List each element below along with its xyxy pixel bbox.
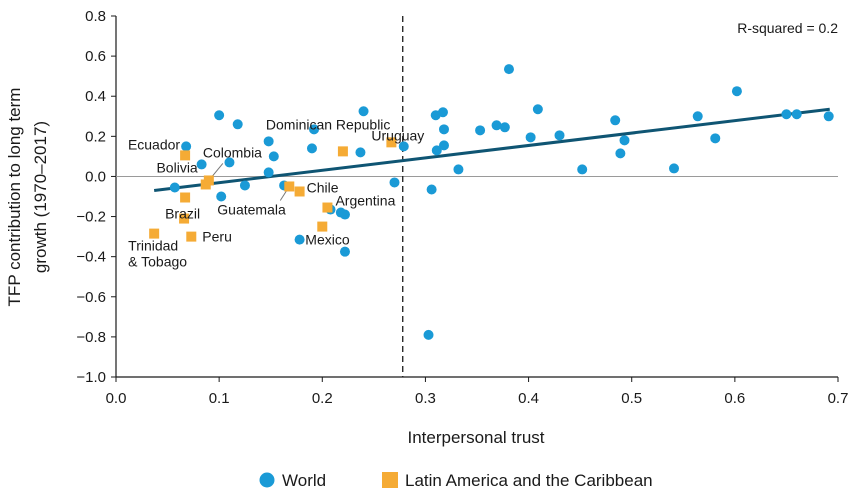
y-tick-label: 0.4 <box>85 88 106 105</box>
world-point <box>169 182 180 193</box>
world-point <box>309 124 320 135</box>
world-point <box>499 122 510 133</box>
world-point <box>438 140 449 151</box>
y-tick-label: 0.2 <box>85 128 106 145</box>
latam-point <box>180 192 191 203</box>
world-point <box>610 115 621 126</box>
world-point <box>216 191 227 202</box>
legend-world-marker <box>259 472 275 488</box>
latam-point <box>322 202 333 213</box>
latam-point <box>179 213 190 224</box>
world-point <box>525 132 536 143</box>
world-point <box>615 148 626 159</box>
world-point <box>731 86 742 97</box>
y-tick-label: −0.4 <box>76 249 106 266</box>
country-label: Chile <box>307 179 339 195</box>
country-label: & Tobago <box>128 254 187 270</box>
country-label: Bolivia <box>156 159 197 175</box>
y-tick-label: −0.2 <box>76 209 106 226</box>
world-point <box>532 104 543 115</box>
country-label: Colombia <box>203 144 262 160</box>
world-point <box>781 109 792 120</box>
world-point <box>431 145 442 156</box>
world-point <box>196 159 207 170</box>
world-point <box>554 130 565 141</box>
world-point <box>294 234 305 245</box>
country-label: Argentina <box>335 193 395 209</box>
world-point <box>423 329 434 340</box>
country-label: Peru <box>202 229 232 245</box>
y-tick-label: 0.0 <box>85 168 106 185</box>
y-tick-label: −0.8 <box>76 329 106 346</box>
y-tick-label: 0.8 <box>85 8 106 25</box>
y-tick-label: −1.0 <box>76 369 106 386</box>
world-point <box>577 164 588 175</box>
x-tick-label: 0.7 <box>828 390 849 407</box>
y-axis-title-line-1: TFP contribution to long term <box>5 88 24 307</box>
world-point <box>426 184 437 195</box>
y-axis-title-line-2: growth (1970–2017) <box>31 121 50 273</box>
r-squared-annotation: R-squared = 0.2 <box>737 20 838 36</box>
world-point <box>358 106 369 117</box>
y-tick-label: 0.6 <box>85 48 106 65</box>
world-point <box>263 136 274 147</box>
world-point <box>475 125 486 136</box>
world-point <box>232 119 243 130</box>
latam-point <box>149 228 160 239</box>
world-point <box>389 177 400 188</box>
world-point <box>823 111 834 122</box>
world-point <box>437 107 448 118</box>
world-point <box>453 164 464 175</box>
legend-latam-label: Latin America and the Caribbean <box>405 471 653 490</box>
world-point <box>263 167 274 178</box>
world-point <box>503 64 514 75</box>
world-point <box>619 135 630 146</box>
world-point <box>355 147 366 158</box>
x-tick-label: 0.5 <box>621 390 642 407</box>
latam-point <box>180 150 191 161</box>
latam-point <box>317 221 328 232</box>
x-tick-label: 0.6 <box>724 390 745 407</box>
x-tick-label: 0.1 <box>209 390 230 407</box>
country-label: Trinidad <box>128 238 178 254</box>
y-tick-label: −0.6 <box>76 289 106 306</box>
latam-point <box>186 231 197 242</box>
country-label: Brazil <box>165 206 200 222</box>
world-point <box>669 163 680 174</box>
world-point <box>398 141 409 152</box>
country-label: Uruguay <box>371 127 424 143</box>
country-label: Guatemala <box>217 201 286 217</box>
world-point <box>214 110 225 121</box>
world-point <box>224 157 235 168</box>
legend-latam-marker <box>382 472 398 488</box>
country-label: Dominican Republic <box>266 116 391 132</box>
world-point <box>491 120 502 131</box>
world-point <box>710 133 721 144</box>
x-tick-label: 0.3 <box>415 390 436 407</box>
latam-point <box>203 175 214 186</box>
world-point <box>339 246 350 257</box>
x-tick-label: 0.2 <box>312 390 333 407</box>
world-point <box>306 143 317 154</box>
legend: World Latin America and the Caribbean <box>259 471 653 490</box>
latam-point <box>284 181 295 192</box>
legend-world-label: World <box>282 471 326 490</box>
latam-point <box>386 137 397 148</box>
world-point <box>438 124 449 135</box>
world-point <box>692 111 703 122</box>
x-axis-title: Interpersonal trust <box>407 428 544 447</box>
world-point <box>181 141 192 152</box>
world-point <box>239 180 250 191</box>
x-tick-label: 0.0 <box>106 390 127 407</box>
x-tick-label: 0.4 <box>518 390 539 407</box>
world-point <box>339 209 350 220</box>
world-point <box>268 151 279 162</box>
country-label: Ecuador <box>128 136 180 152</box>
country-label: Mexico <box>305 232 350 248</box>
latam-point <box>294 186 305 197</box>
latam-point <box>337 146 348 157</box>
world-point <box>791 109 802 120</box>
